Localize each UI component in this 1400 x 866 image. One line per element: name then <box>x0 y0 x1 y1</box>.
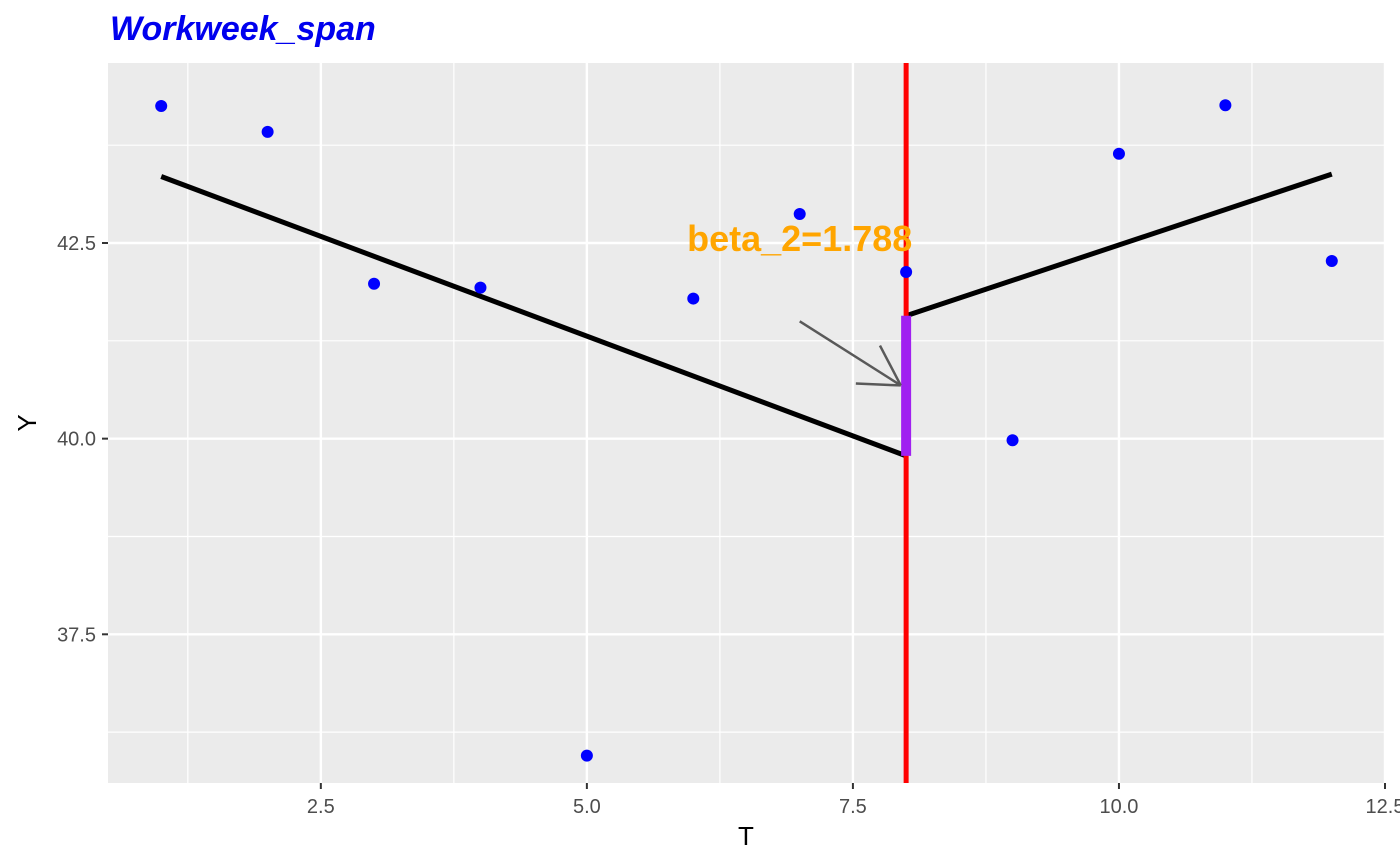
data-point <box>368 277 381 290</box>
y-tick-label: 42.5 <box>57 233 96 255</box>
x-tick-label: 10.0 <box>1099 796 1138 818</box>
data-point <box>261 125 274 138</box>
data-point <box>474 281 487 294</box>
data-point <box>687 292 700 305</box>
annotation-layer: beta_2=1.788 <box>687 218 912 387</box>
x-tick-label: 5.0 <box>573 796 601 818</box>
fit-segment-2 <box>905 171 1333 319</box>
fit-segment-1 <box>160 174 908 459</box>
chart-title: Workweek_span <box>110 10 376 48</box>
beta-annotation-label: beta_2=1.788 <box>687 218 912 259</box>
plot-panel <box>108 63 1385 783</box>
y-axis-title: Y <box>12 414 42 431</box>
data-points <box>155 99 1338 762</box>
data-point <box>1006 434 1019 447</box>
fitted-lines <box>160 171 1333 459</box>
data-point <box>580 749 593 762</box>
annotation-arrow-head <box>855 382 901 387</box>
x-tick-label: 2.5 <box>307 796 335 818</box>
y-tick-label: 37.5 <box>57 624 96 646</box>
data-point <box>900 265 913 278</box>
major-gridlines <box>108 63 1387 783</box>
data-point <box>1219 99 1232 112</box>
x-tick-label: 12.5 <box>1366 796 1400 818</box>
data-point <box>1325 255 1338 267</box>
data-point <box>793 208 806 221</box>
data-point <box>155 100 168 113</box>
x-axis-ticks: 2.5 5.0 7.5 10.0 12.5 <box>307 783 1400 818</box>
y-tick-label: 40.0 <box>57 429 96 451</box>
annotation-arrow-shaft <box>799 320 902 387</box>
x-tick-label: 7.5 <box>839 796 867 818</box>
x-axis-title: T <box>738 821 754 851</box>
annotation-arrow-head <box>878 344 902 387</box>
y-axis-ticks: 37.5 40.0 42.5 <box>57 233 108 646</box>
data-point <box>1112 147 1125 160</box>
